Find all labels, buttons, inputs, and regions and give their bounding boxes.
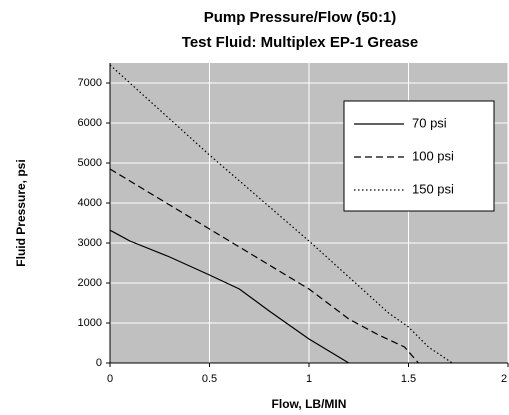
chart-subtitle: Test Fluid: Multiplex EP-1 Grease <box>182 34 418 51</box>
y-tick-label: 4000 <box>78 197 102 209</box>
legend-label: 70 psi <box>412 115 447 130</box>
y-tick-label: 3000 <box>78 237 102 249</box>
y-tick-label: 2000 <box>78 277 102 289</box>
x-tick-label: 1.5 <box>401 373 416 385</box>
x-tick-label: 2 <box>501 373 507 385</box>
x-tick-label: 0.5 <box>202 373 217 385</box>
series-line <box>109 168 419 364</box>
x-tick-label: 1 <box>306 373 312 385</box>
x-axis-label: Flow, LB/MIN <box>272 397 347 411</box>
y-tick-label: 6000 <box>78 117 102 129</box>
y-tick-label: 5000 <box>78 157 102 169</box>
y-tick-label: 1000 <box>78 317 102 329</box>
legend-box <box>343 100 495 212</box>
x-tick-label: 0 <box>107 373 113 385</box>
series-line <box>109 229 350 364</box>
y-tick-label: 7000 <box>78 77 102 89</box>
y-axis-label: Fluid Pressure, psi <box>14 159 28 266</box>
chart-title: Pump Pressure/Flow (50:1) <box>204 9 397 26</box>
legend-label: 100 psi <box>412 148 454 163</box>
legend-label: 150 psi <box>412 181 454 196</box>
y-tick-label: 0 <box>96 357 102 369</box>
series-line <box>109 64 453 364</box>
